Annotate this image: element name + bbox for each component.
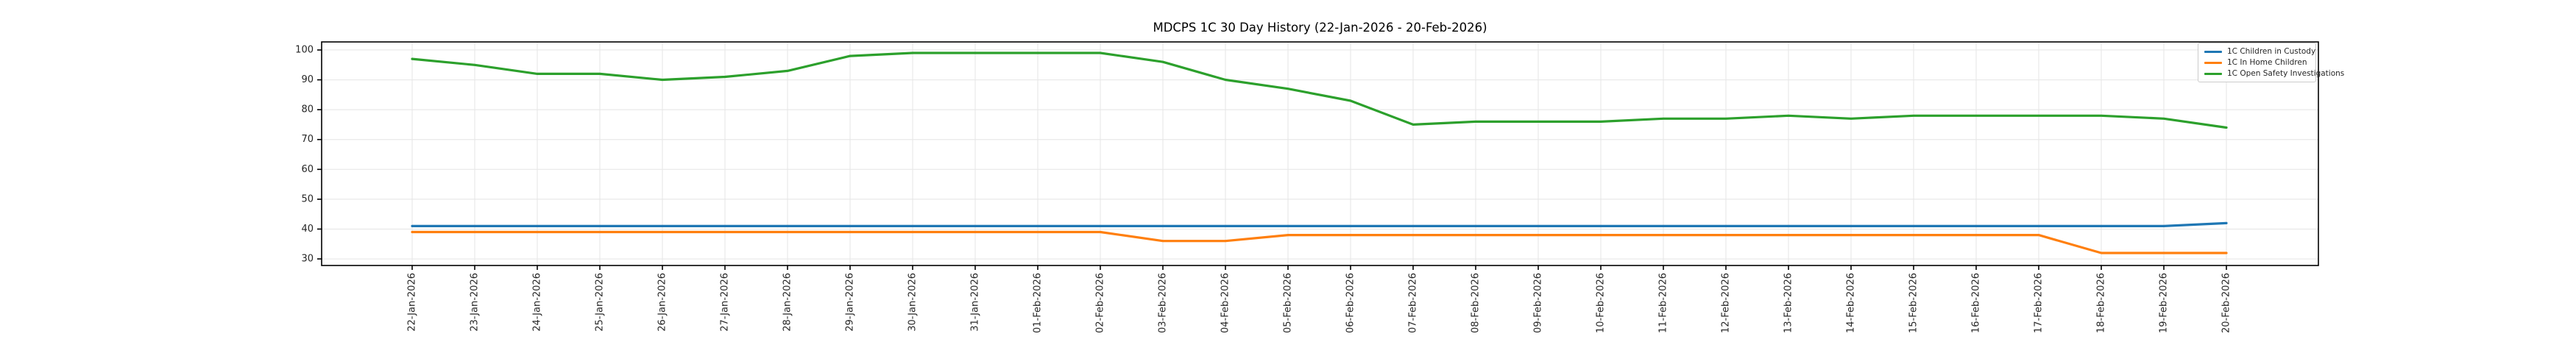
x-tick-label: 19-Feb-2026 [2159, 273, 2170, 333]
y-tick-label: 30 [301, 254, 314, 265]
legend: 1C Children in Custody 1C In Home Childre… [2198, 43, 2344, 82]
legend-line-swatch [2204, 61, 2222, 64]
x-tick-label: 15-Feb-2026 [1908, 273, 1919, 333]
x-tick-label: 06-Feb-2026 [1345, 273, 1356, 333]
x-tick-label: 17-Feb-2026 [2034, 273, 2045, 333]
x-tick-label: 03-Feb-2026 [1158, 273, 1169, 333]
x-tick-label: 13-Feb-2026 [1783, 273, 1794, 333]
x-tick-label: 20-Feb-2026 [2221, 273, 2232, 333]
x-tick-label: 18-Feb-2026 [2096, 273, 2107, 333]
x-tick-label: 30-Jan-2026 [907, 273, 919, 332]
x-tick-label: 22-Jan-2026 [407, 273, 418, 332]
y-tick-label: 60 [301, 164, 314, 175]
x-tick-label: 12-Feb-2026 [1721, 273, 1732, 333]
y-tick-label: 40 [301, 224, 314, 235]
y-tick-label: 100 [295, 44, 314, 55]
y-tick-label: 80 [301, 104, 314, 115]
x-tick-label: 01-Feb-2026 [1033, 273, 1044, 333]
x-tick-label: 02-Feb-2026 [1095, 273, 1106, 333]
x-tick-label: 24-Jan-2026 [532, 273, 543, 332]
x-tick-label: 09-Feb-2026 [1533, 273, 1544, 333]
y-tick-label: 50 [301, 193, 314, 204]
series-line-1 [411, 230, 2228, 254]
series-line-2 [411, 51, 2228, 129]
x-tick-label: 14-Feb-2026 [1846, 273, 1857, 333]
x-tick-label: 07-Feb-2026 [1408, 273, 1419, 333]
x-tick-label: 23-Jan-2026 [470, 273, 481, 332]
legend-item: 1C Open Safety Investigations [2204, 69, 2344, 78]
y-tick-label: 90 [301, 74, 314, 85]
legend-item-label: 1C Open Safety Investigations [2227, 69, 2345, 78]
legend-item: 1C In Home Children [2204, 58, 2310, 67]
x-tick-label: 05-Feb-2026 [1283, 273, 1294, 333]
x-tick-label: 25-Jan-2026 [595, 273, 606, 332]
x-tick-label: 10-Feb-2026 [1596, 273, 1607, 333]
x-tick-label: 27-Jan-2026 [720, 273, 731, 332]
plot-border [321, 41, 2319, 266]
x-tick-label: 08-Feb-2026 [1471, 273, 1482, 333]
series-line-0 [411, 221, 2228, 227]
legend-line-swatch [2204, 50, 2222, 53]
legend-item-label: 1C Children in Custody [2227, 47, 2316, 56]
x-tick-label: 29-Jan-2026 [845, 273, 856, 332]
x-tick-label: 28-Jan-2026 [782, 273, 793, 332]
x-tick-label: 26-Jan-2026 [657, 273, 668, 332]
x-tick-label: 16-Feb-2026 [1971, 273, 1982, 333]
x-tick-label: 11-Feb-2026 [1658, 273, 1669, 333]
legend-item: 1C Children in Custody [2204, 47, 2315, 56]
y-tick-label: 70 [301, 134, 314, 145]
legend-item-label: 1C In Home Children [2227, 58, 2307, 67]
legend-line-swatch [2204, 72, 2222, 75]
x-tick-label: 31-Jan-2026 [970, 273, 981, 332]
chart-title: MDCPS 1C 30 Day History (22-Jan-2026 - 2… [1153, 21, 1487, 35]
x-tick-label: 04-Feb-2026 [1220, 273, 1231, 333]
